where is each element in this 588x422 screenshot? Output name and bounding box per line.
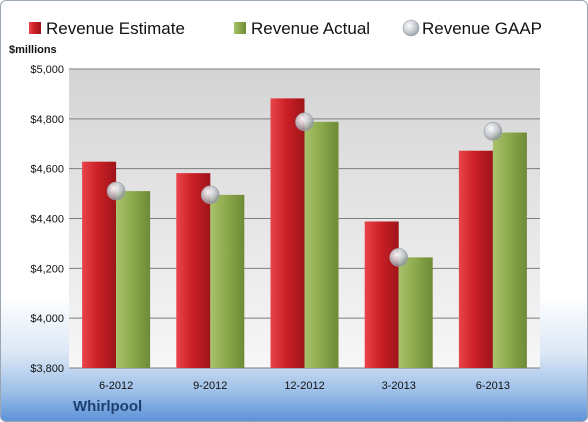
legend-revenue-gaap-label: Revenue GAAP (422, 19, 542, 38)
bar-revenue-actual (304, 121, 339, 368)
y-tick-label: $4,000 (30, 313, 64, 325)
bar-revenue-actual (210, 194, 245, 368)
y-tick-label: $4,800 (30, 114, 64, 126)
x-tick-label: 12-2012 (284, 380, 324, 392)
y-tick-label: $5,000 (30, 64, 64, 76)
x-tick-label: 6-2013 (476, 380, 510, 392)
company-name: Whirlpool (73, 398, 143, 415)
bar-revenue-estimate (364, 221, 399, 368)
bar-revenue-estimate (458, 150, 493, 368)
marker-revenue-gaap (483, 121, 503, 141)
legend-revenue-estimate-label: Revenue Estimate (46, 19, 185, 38)
bar-revenue-estimate (176, 173, 211, 368)
marker-revenue-gaap (295, 112, 314, 132)
x-tick-label: 9-2012 (193, 380, 227, 392)
x-tick-label: 6-2012 (99, 380, 133, 392)
legend-revenue-actual-swatch (234, 22, 246, 34)
y-tick-label: $4,200 (30, 263, 64, 275)
legend-revenue-estimate-swatch (29, 22, 41, 34)
x-tick-label: 3-2013 (382, 380, 416, 392)
unit-label: $millions (9, 44, 57, 56)
legend-revenue-actual-label: Revenue Actual (251, 19, 370, 38)
legend-revenue-gaap-swatch (402, 19, 420, 37)
marker-revenue-gaap (201, 185, 220, 205)
y-tick-label: $4,400 (30, 214, 64, 226)
y-tick-label: $3,800 (30, 363, 64, 375)
marker-revenue-gaap (389, 248, 409, 267)
bar-revenue-estimate (270, 98, 305, 368)
y-tick-label: $4,600 (30, 164, 64, 176)
bar-revenue-actual (492, 132, 527, 368)
marker-revenue-gaap (106, 181, 126, 201)
bar-revenue-actual (398, 257, 433, 368)
bar-revenue-actual (116, 191, 151, 368)
